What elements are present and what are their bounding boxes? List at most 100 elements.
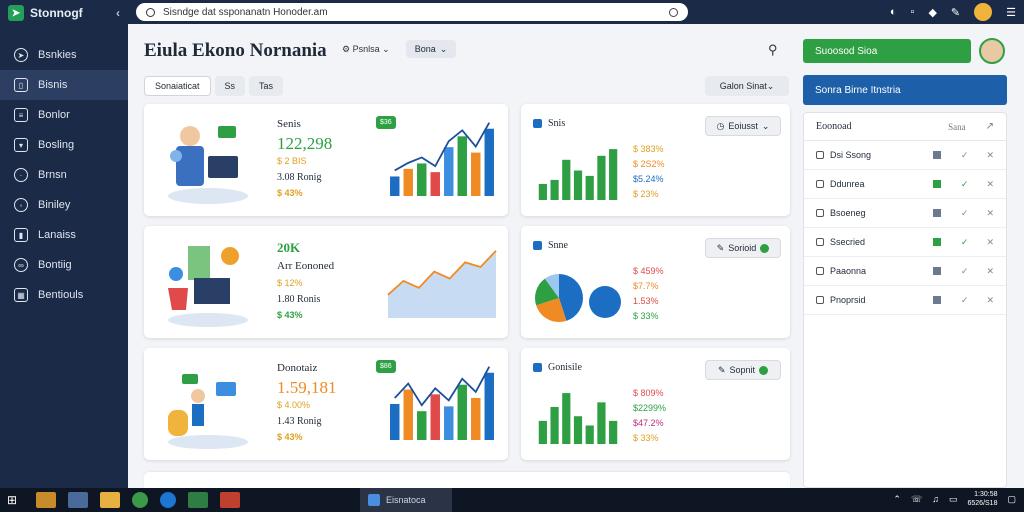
title-button[interactable]: Bona ⌄ [406, 40, 456, 58]
check-icon[interactable]: ✓ [960, 178, 969, 189]
app-logo[interactable]: ➤ Stonnogf ‹ [0, 0, 128, 26]
stat-card-0[interactable]: Senis 122,298 $ 2 BIS 3.08 Ronig $ 43% $… [144, 104, 508, 216]
primary-action-button[interactable]: Suoosod Sioa [803, 39, 971, 63]
checkbox-icon[interactable] [816, 267, 824, 275]
check-icon[interactable]: ✓ [960, 236, 969, 247]
title-dropdown[interactable]: ⚙ Psnlsa ⌄ [342, 44, 390, 55]
close-icon[interactable]: ✕ [986, 265, 994, 276]
check-icon[interactable]: ✓ [960, 265, 969, 276]
close-icon[interactable]: ✕ [986, 236, 994, 247]
checkbox-icon[interactable] [816, 238, 824, 246]
bar-mark [417, 163, 427, 196]
close-icon[interactable]: ✕ [986, 294, 994, 305]
summary-card-button[interactable]: ✎ Sopnit [705, 360, 781, 380]
check-icon[interactable]: ✓ [960, 149, 969, 160]
page-title: Eiula Ekono Nornania [144, 40, 327, 61]
battery-icon[interactable]: ▭ [948, 493, 958, 504]
search-input[interactable]: Sisndge dat ssponanatn Honoder.am [163, 6, 328, 18]
stat-card-1[interactable]: 20K Arr Eononed $ 12% 1.80 Ronis $ 43% [144, 226, 508, 338]
summary-card-0[interactable]: Snis ◷ Eoiusst ⌄ $ 383% $ 2S2% $5.24% $ 23… [521, 104, 790, 216]
sidebar-item-1[interactable]: ▯ Bisnis [0, 70, 128, 100]
bar-mark [609, 420, 618, 444]
sidebar-item-5[interactable]: ◦ Biniley [0, 190, 128, 220]
summary-card-button[interactable]: ✎ Sorioid [705, 238, 781, 258]
user-avatar[interactable] [974, 3, 993, 21]
collapse-icon[interactable]: ‹ [116, 6, 120, 20]
sidebar-item-3[interactable]: ▾ Bosling [0, 130, 128, 160]
summary-card-button-label: Sorioid [728, 243, 757, 253]
alert-icon[interactable]: ◆ [928, 6, 937, 19]
browser-icon[interactable] [132, 492, 148, 508]
check-icon[interactable]: ✓ [960, 207, 969, 218]
pin-icon[interactable]: ⚲ [768, 42, 778, 57]
clock[interactable]: 1:30:58 6526/S18 [968, 490, 998, 508]
task-row[interactable]: Ssecried ✓ ✕ [804, 228, 1006, 257]
edit-icon: ✎ [716, 242, 725, 253]
task-row[interactable]: Paaonna ✓ ✕ [804, 257, 1006, 286]
windows-start-icon[interactable]: ⊞ [6, 493, 18, 507]
notification-icon[interactable]: ◐ [889, 6, 897, 18]
task-row[interactable]: Ddunrea ✓ ✕ [804, 170, 1006, 199]
stat-sub: $ 43% [277, 188, 303, 198]
summary-card-2[interactable]: Gonisile ✎ Sopnit $ 809% $2299% $47.2% $ … [521, 348, 790, 460]
files-icon[interactable] [36, 492, 56, 508]
chevron-up-icon[interactable]: ⌃ [893, 493, 901, 504]
menu-icon[interactable]: ☰ [1006, 6, 1016, 19]
document-icon: ▯ [14, 78, 28, 92]
expand-icon[interactable]: ↗ [985, 121, 994, 132]
sidebar-item-0[interactable]: ➤ Bsnkies [0, 40, 128, 70]
spreadsheet-icon[interactable] [188, 492, 208, 508]
taskbar: ⊞ Eisnatoca ⌃ ☏ ♫ ▭ 1:30:58 6526/S18 ▢ [0, 488, 1024, 512]
network-icon[interactable]: ☏ [910, 493, 923, 504]
refresh-icon[interactable] [669, 7, 678, 17]
pie-slice [535, 278, 559, 306]
range-select[interactable]: Galon Sinat ⌄ [705, 76, 789, 96]
task-row[interactable]: Bsoeneg ✓ ✕ [804, 199, 1006, 228]
sidebar-item-2[interactable]: ≡ Bonlor [0, 100, 128, 130]
edge-icon[interactable] [160, 492, 176, 508]
filter-tab-0[interactable]: Sonaiaticat [144, 76, 211, 96]
task-row[interactable]: Dsi Ssong ✓ ✕ [804, 141, 1006, 170]
checkbox-icon[interactable] [816, 180, 824, 188]
filter-tab-1[interactable]: Ss [214, 76, 246, 96]
sidebar-item-label: Bsnkies [38, 49, 77, 61]
search-bar[interactable]: Sisndge dat ssponanatn Honoder.am [136, 3, 688, 21]
close-icon[interactable]: ✕ [986, 178, 994, 189]
summary-card-button[interactable]: ◷ Eoiusst ⌄ [705, 116, 781, 136]
stat-sub: $ 43% [277, 432, 303, 442]
sidebar-item-6[interactable]: ▮ Lanaiss [0, 220, 128, 250]
filter-tab-2[interactable]: Tas [249, 76, 284, 96]
edit-icon[interactable]: ✎ [950, 6, 961, 19]
document-icon[interactable] [68, 492, 88, 508]
profile-avatar[interactable] [979, 38, 1005, 64]
task-row[interactable]: Pnoprsid ✓ ✕ [804, 286, 1006, 315]
check-icon[interactable]: ✓ [960, 294, 969, 305]
legend-item: $ 2S2% [633, 159, 665, 169]
presentation-icon[interactable] [220, 492, 240, 508]
summary-legend: $ 383% $ 2S2% $5.24% $ 23% [633, 142, 665, 202]
sidebar-item-7[interactable]: ∞ Bontiig [0, 250, 128, 280]
pie-slice [544, 274, 559, 298]
active-app-tab[interactable]: Eisnatoca [360, 488, 452, 512]
volume-icon[interactable]: ♫ [932, 494, 939, 504]
square-icon[interactable]: ▫ [910, 6, 915, 18]
checkbox-icon[interactable] [816, 209, 824, 217]
close-icon[interactable]: ✕ [986, 149, 994, 160]
close-icon[interactable]: ✕ [986, 207, 994, 218]
bar-mark [585, 175, 594, 200]
checkbox-icon[interactable] [816, 296, 824, 304]
bar-mark [484, 372, 494, 440]
notification-center-icon[interactable]: ▢ [1007, 493, 1016, 504]
stat-card-2[interactable]: Donotaiz 1.59,181 $ 4.00% 1.43 Ronig $ 4… [144, 348, 508, 460]
link-icon: ∞ [14, 258, 28, 272]
folder-icon[interactable] [100, 492, 120, 508]
sidebar-item-8[interactable]: ▦ Bentiouls [0, 280, 128, 310]
task-panel-secondary[interactable]: Sana [948, 121, 966, 132]
stat-sub: 1.80 Ronis [277, 294, 321, 305]
secondary-action-button[interactable]: Sonra Birne Itnstria [803, 75, 1007, 105]
sidebar-item-4[interactable]: · Brnsn [0, 160, 128, 190]
checkbox-icon[interactable] [816, 151, 824, 159]
top-icons: ◐ ▫ ◆ ✎ ☰ [890, 3, 1016, 21]
summary-card-1[interactable]: Snne ✎ Sorioid $ 459% $7.7% 1.53% $ 33% [521, 226, 790, 338]
